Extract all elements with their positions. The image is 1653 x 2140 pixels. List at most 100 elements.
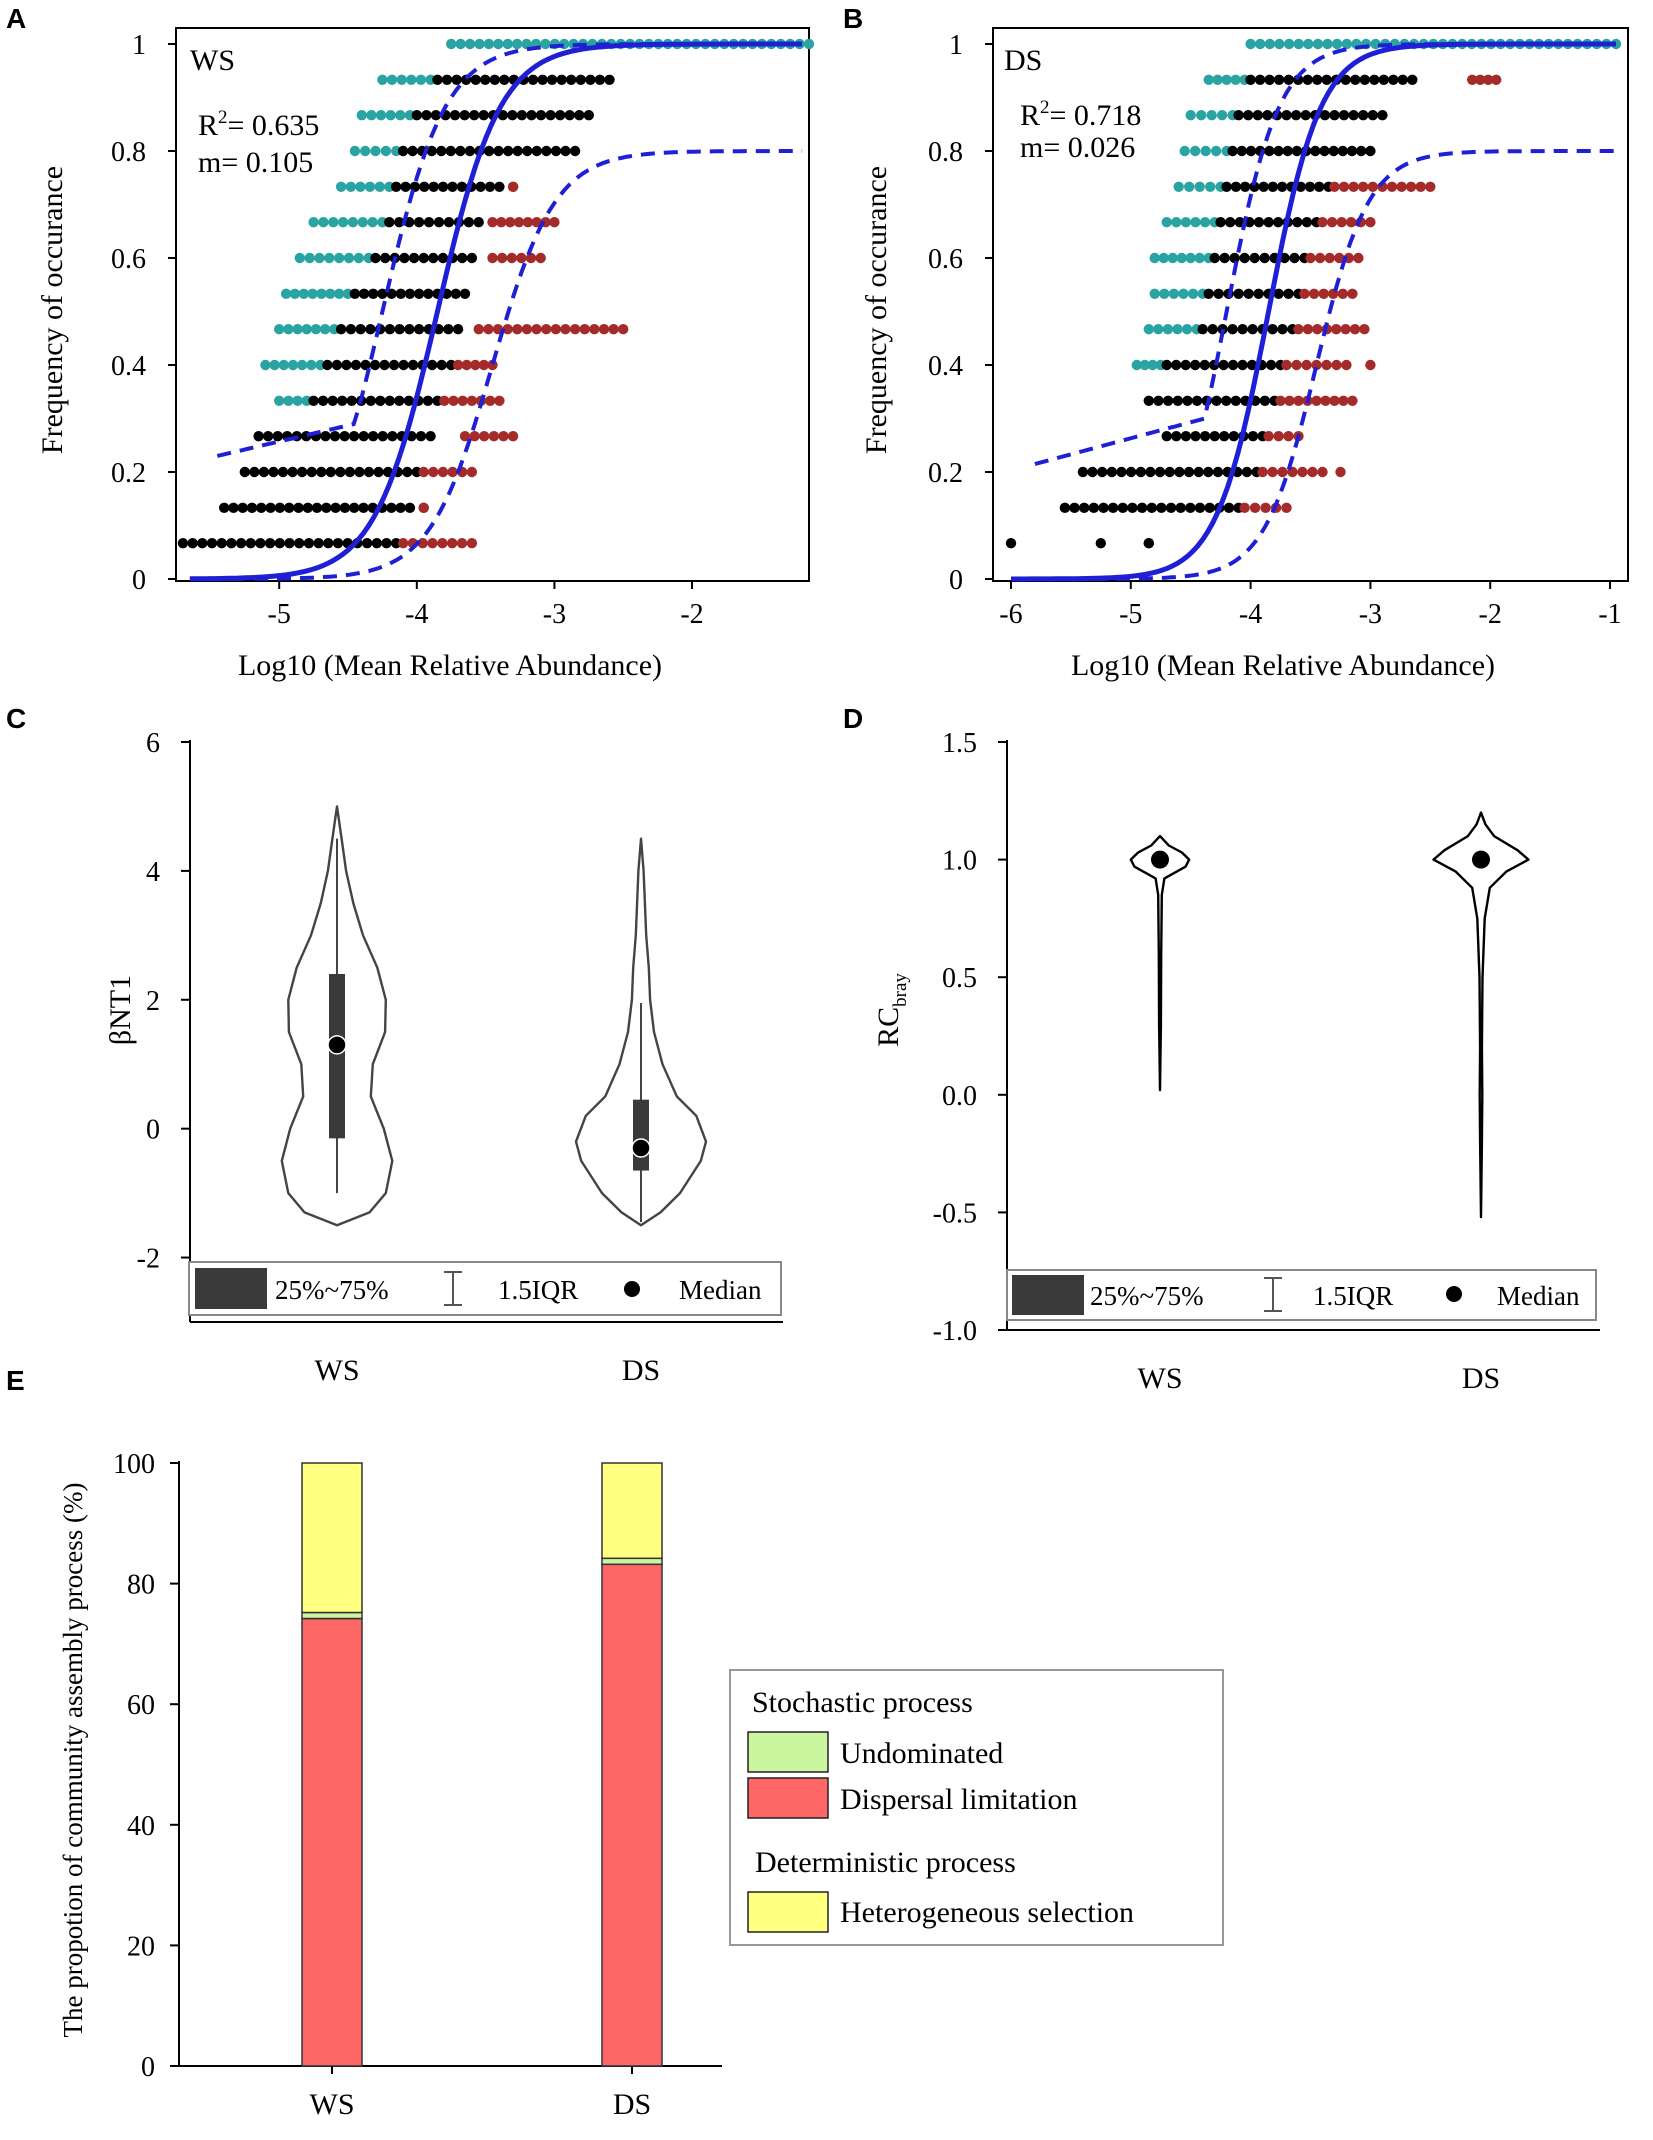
teal-point (289, 288, 301, 299)
black-point (360, 359, 371, 371)
red-point (550, 324, 561, 335)
teal-point (1199, 217, 1211, 228)
black-point (365, 395, 376, 406)
black-point (349, 502, 360, 513)
black-point (432, 74, 443, 86)
x-category-label: WS (1138, 1362, 1183, 1395)
median-dot (1151, 850, 1169, 869)
red-point (496, 252, 508, 264)
teal-point (325, 288, 336, 299)
teal-point (260, 359, 271, 371)
black-point (430, 110, 442, 121)
black-point (516, 110, 528, 121)
black-point (1209, 252, 1220, 264)
black-point (489, 74, 500, 86)
black-point (473, 217, 484, 228)
teal-point (355, 181, 366, 192)
teal-point (335, 181, 347, 192)
black-point (1106, 466, 1118, 478)
black-point (284, 538, 295, 549)
y-tick-label: 6 (146, 728, 160, 759)
black-point (1125, 466, 1137, 478)
black-point (403, 395, 415, 406)
black-point (1098, 502, 1109, 513)
black-point (322, 359, 333, 371)
red-point (1273, 431, 1284, 442)
red-point (488, 431, 500, 442)
black-point (370, 252, 381, 264)
teal-point (278, 359, 289, 371)
red-point (1267, 466, 1278, 478)
black-point (377, 431, 388, 442)
x-tick-label: -5 (268, 599, 291, 630)
legend-whisker-label: 1.5IQR (498, 1275, 578, 1305)
red-point (1329, 395, 1340, 406)
black-point (320, 431, 331, 442)
black-point (293, 502, 304, 513)
black-point (443, 217, 455, 228)
y-tick-label: 0.6 (928, 244, 963, 275)
black-point (527, 74, 539, 86)
red-point (505, 217, 516, 228)
axes: -1.0 -0.5 0.0 0.5 1.0 1.5 (933, 728, 1600, 1347)
black-point (1215, 217, 1226, 228)
red-point (1299, 288, 1310, 299)
black-point (1197, 324, 1208, 335)
black-point (1088, 502, 1100, 513)
red-point (507, 431, 519, 442)
black-point (1190, 431, 1201, 442)
black-point (1097, 466, 1108, 478)
black-point (1407, 74, 1418, 86)
red-point (1353, 252, 1364, 264)
red-point (579, 324, 590, 335)
black-point (1377, 110, 1388, 121)
black-point (348, 431, 360, 442)
black-point (1243, 288, 1254, 299)
black-point (1180, 359, 1191, 371)
red-point (487, 252, 498, 264)
y-tick-label: 1 (949, 30, 963, 61)
black-point (397, 145, 409, 157)
teal-point (306, 359, 317, 371)
black-point (1337, 145, 1349, 157)
legend-frame (1006, 1269, 1597, 1321)
teal-point (1139, 359, 1151, 371)
black-point (373, 466, 384, 478)
red-point (1317, 466, 1328, 478)
red-point (478, 359, 490, 371)
y-tick-label: 40 (127, 1811, 155, 1842)
red-point (1318, 288, 1329, 299)
black-point (1194, 502, 1206, 513)
teal-point (1168, 288, 1180, 299)
black-point (480, 74, 491, 86)
y-tick-label: 0 (949, 565, 963, 596)
black-point (369, 359, 381, 371)
black-point (408, 252, 420, 264)
red-point (1293, 395, 1304, 406)
black-point (1310, 145, 1321, 157)
black-point (1174, 466, 1185, 478)
black-point (464, 145, 476, 157)
red-point (1284, 395, 1295, 406)
legend-group-title: Stochastic process (752, 1686, 973, 1719)
red-point (535, 252, 546, 264)
x-tick-label: -3 (1359, 599, 1382, 630)
black-point (483, 145, 495, 157)
black-point (1172, 395, 1184, 406)
red-point (1311, 395, 1322, 406)
red-point (459, 431, 471, 442)
legend-group-title: Deterministic process (755, 1846, 1016, 1879)
teal-point (395, 110, 406, 121)
black-point (388, 359, 400, 371)
red-point (1491, 74, 1502, 86)
black-point (1319, 110, 1331, 121)
black-point (302, 502, 313, 513)
teal-point (1171, 217, 1182, 228)
teal-point (314, 252, 325, 264)
black-point (323, 538, 334, 549)
legend: 25%~75% 1.5IQR Median (188, 1261, 782, 1316)
black-point (329, 431, 341, 442)
red-point (1348, 181, 1359, 192)
x-categories: WS DS (310, 2066, 651, 2121)
black-point (1143, 395, 1155, 406)
